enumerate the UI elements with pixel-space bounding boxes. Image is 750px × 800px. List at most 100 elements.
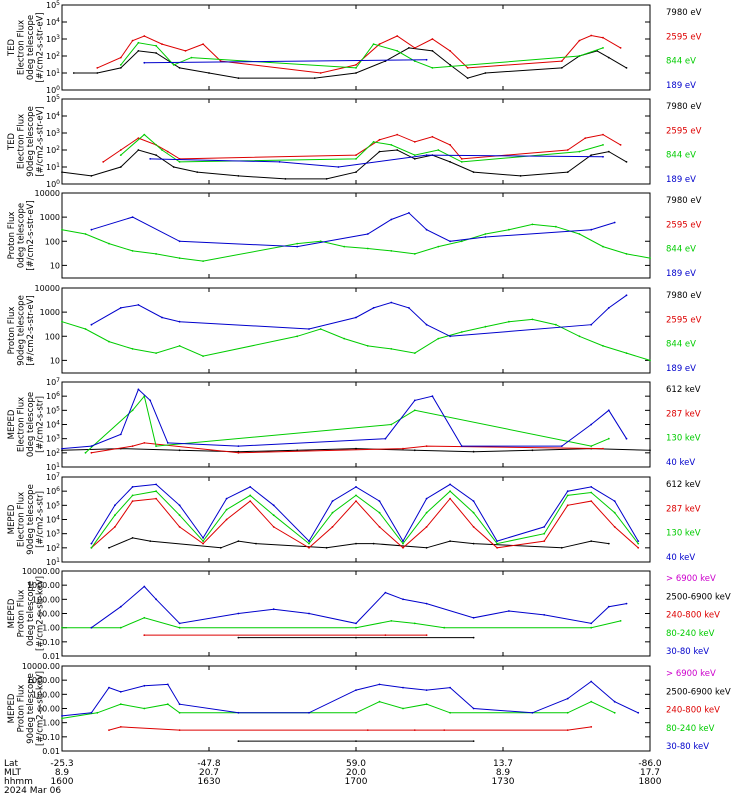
data-point xyxy=(119,605,122,608)
data-point xyxy=(308,542,310,545)
y-axis-label: TEDElectron Flux90deg telescope[#/cm2-s-… xyxy=(7,106,46,177)
data-point xyxy=(178,729,181,731)
data-point xyxy=(131,486,134,488)
data-point xyxy=(590,228,593,231)
data-point xyxy=(178,526,181,528)
data-point xyxy=(119,690,122,693)
data-point xyxy=(119,56,122,59)
xaxis-row-label-mlt: MLT xyxy=(4,768,22,778)
data-point xyxy=(372,542,375,545)
data-point xyxy=(413,47,416,49)
data-point xyxy=(108,686,110,689)
data-point xyxy=(255,542,257,545)
legend-entry: 7980 eV xyxy=(666,196,702,206)
legend-entry: 40 keV xyxy=(666,553,695,563)
data-point xyxy=(472,511,475,514)
x-tick-label-mlt: 20.0 xyxy=(346,768,366,778)
data-point xyxy=(425,497,428,500)
y-tick-label: 104 xyxy=(46,17,60,28)
data-point xyxy=(355,689,357,691)
data-point xyxy=(237,711,240,714)
data-point xyxy=(355,626,357,629)
series-line-1 xyxy=(61,149,627,180)
data-point xyxy=(143,616,146,619)
y-tick-label: 102 xyxy=(46,542,60,553)
data-point xyxy=(102,161,105,163)
data-point xyxy=(202,355,205,357)
data-point xyxy=(90,542,93,545)
data-point xyxy=(331,511,334,514)
data-point xyxy=(437,337,440,340)
data-point xyxy=(272,514,275,517)
panel-frame xyxy=(61,4,651,91)
y-tick-label: 101 xyxy=(46,557,60,568)
data-point xyxy=(437,149,440,151)
y-tick-label: 101 xyxy=(46,162,60,173)
data-point xyxy=(590,622,593,625)
legend-entry: 844 eV xyxy=(666,151,696,161)
data-point xyxy=(366,345,369,347)
y-tick-label: 106 xyxy=(46,486,60,497)
data-point xyxy=(61,449,63,452)
data-point xyxy=(114,514,116,517)
y-tick-label: 0.01 xyxy=(42,747,60,756)
y-tick-label: 1000.00 xyxy=(27,676,60,685)
y-tick-label: 0.01 xyxy=(42,652,60,661)
data-point xyxy=(625,67,628,69)
legend-entry: 240-800 keV xyxy=(666,611,720,621)
data-point xyxy=(560,546,563,549)
data-point xyxy=(607,307,610,309)
data-point xyxy=(378,700,381,703)
data-point xyxy=(284,178,287,180)
data-point xyxy=(390,144,393,146)
data-point xyxy=(131,445,134,447)
data-point xyxy=(119,307,122,309)
data-point xyxy=(178,711,181,714)
data-point xyxy=(449,161,451,163)
data-point xyxy=(119,149,122,151)
data-point xyxy=(590,540,593,542)
data-point xyxy=(402,707,404,710)
data-point xyxy=(519,175,522,177)
x-tick-label-lat: -86.0 xyxy=(638,759,662,769)
data-point xyxy=(178,320,181,323)
data-point xyxy=(155,52,158,54)
y-tick-label: 10000 xyxy=(35,284,60,293)
y-axis-label: MEPEDElectron Flux0deg telescope[#/cm2-s… xyxy=(7,392,46,457)
data-point xyxy=(372,307,375,309)
legend-entry: 30-80 keV xyxy=(666,647,709,657)
data-point xyxy=(402,542,404,545)
series-line-4 xyxy=(61,388,627,450)
data-point xyxy=(137,304,140,306)
legend-entry: > 6900 keV xyxy=(666,669,716,679)
data-point xyxy=(472,740,475,742)
x-tick-label-lat: 13.7 xyxy=(493,759,513,769)
data-point xyxy=(555,323,557,326)
y-tick-label: 10 xyxy=(50,356,60,365)
data-point xyxy=(161,316,163,319)
y-tick-label: 102 xyxy=(46,447,60,458)
data-point xyxy=(543,526,546,528)
data-point xyxy=(96,711,99,714)
data-point xyxy=(119,703,122,706)
data-point xyxy=(131,494,134,497)
legend-entry: 2595 eV xyxy=(666,315,702,325)
data-point xyxy=(413,253,416,255)
data-point xyxy=(413,154,416,157)
data-point xyxy=(578,335,581,338)
series-line-2 xyxy=(102,134,621,163)
data-point xyxy=(143,707,146,710)
data-point xyxy=(378,43,381,45)
data-point xyxy=(637,542,640,545)
data-point xyxy=(149,540,152,542)
data-point xyxy=(590,423,593,426)
legend-entry: 287 keV xyxy=(666,409,701,419)
data-point xyxy=(602,155,604,158)
data-point xyxy=(366,247,369,250)
series-line-3 xyxy=(61,223,651,262)
data-point xyxy=(625,294,628,297)
data-point xyxy=(590,34,593,37)
data-point xyxy=(355,171,357,174)
legend-entry: 80-240 keV xyxy=(666,724,715,734)
y-tick-label: 10000 xyxy=(35,189,60,198)
